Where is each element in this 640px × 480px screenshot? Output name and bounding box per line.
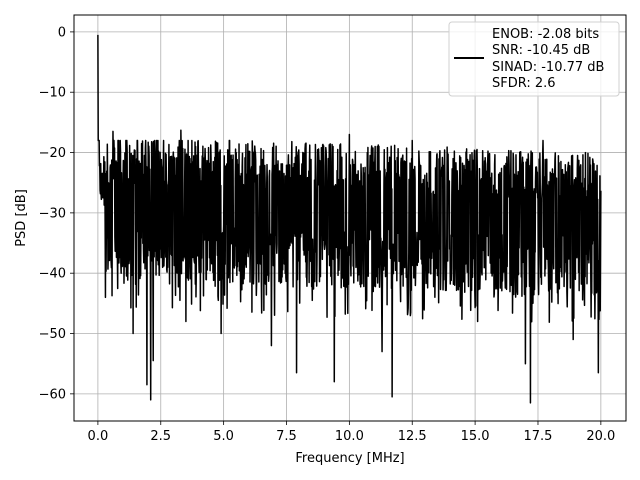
y-axis-label: PSD [dB] <box>14 189 29 247</box>
x-tick-label: 7.5 <box>276 429 297 444</box>
x-tick-label: 20.0 <box>586 429 615 444</box>
legend-enob: ENOB: -2.08 bits <box>492 27 599 42</box>
y-tick-label: −10 <box>39 86 66 101</box>
y-tick-label: −50 <box>39 327 66 342</box>
legend-sfdr: SFDR: 2.6 <box>492 76 556 91</box>
legend-sinad: SINAD: -10.77 dB <box>492 60 604 75</box>
y-tick-label: 0 <box>58 25 66 40</box>
x-tick-label: 2.5 <box>150 429 171 444</box>
y-tick-label: −30 <box>39 206 66 221</box>
x-tick-label: 15.0 <box>461 429 490 444</box>
legend-snr: SNR: -10.45 dB <box>492 43 590 58</box>
x-axis-label: Frequency [MHz] <box>295 451 404 466</box>
legend: ENOB: -2.08 bits SNR: -10.45 dB SINAD: -… <box>448 21 620 97</box>
x-axis-ticks: 0.0 2.5 5.0 7.5 10.0 12.5 15.0 17.5 20.0 <box>88 421 615 444</box>
psd-series-line <box>97 34 602 404</box>
y-tick-label: −40 <box>39 267 66 282</box>
y-tick-label: −60 <box>39 387 66 402</box>
y-axis-ticks: 0 −10 −20 −30 −40 −50 −60 <box>39 25 74 402</box>
x-tick-label: 12.5 <box>398 429 427 444</box>
x-tick-label: 0.0 <box>88 429 109 444</box>
legend-box <box>448 21 620 97</box>
plot-frame <box>73 14 627 422</box>
x-tick-label: 5.0 <box>213 429 234 444</box>
x-tick-label: 10.0 <box>335 429 364 444</box>
x-tick-label: 17.5 <box>524 429 553 444</box>
series-layer <box>97 34 602 404</box>
y-tick-label: −20 <box>39 146 66 161</box>
